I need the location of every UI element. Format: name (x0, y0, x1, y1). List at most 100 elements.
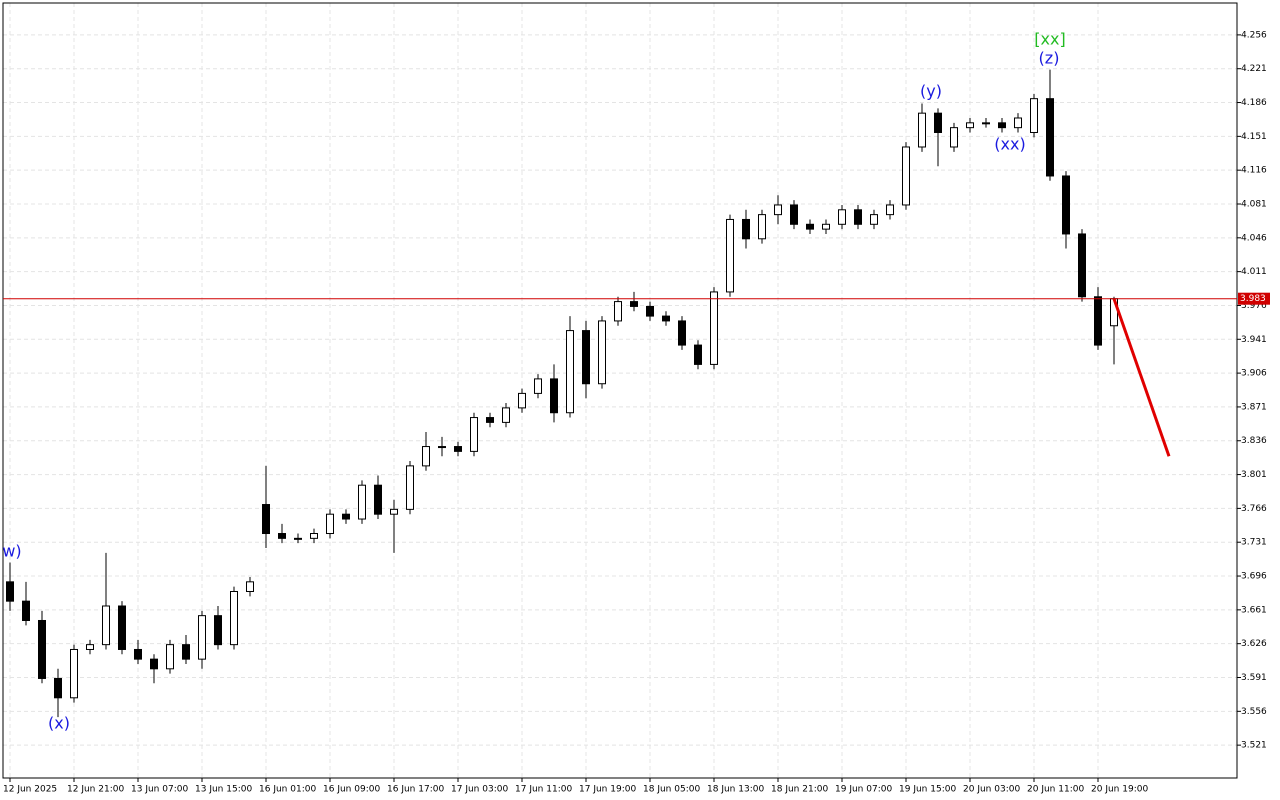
candle-body (934, 112, 942, 133)
x-tick-label: 16 Jun 17:00 (387, 785, 444, 795)
y-tick-label: 4.011 (1241, 267, 1267, 277)
plot-frame (2, 2, 1238, 779)
candle-body (470, 417, 478, 452)
wave-label: (xx) (994, 135, 1025, 154)
candle-body (1030, 98, 1038, 133)
y-tick-label: 4.081 (1241, 199, 1267, 209)
candle-body (502, 407, 510, 423)
y-tick-label: 3.696 (1241, 572, 1267, 582)
candle-body (790, 204, 798, 225)
x-tick-label: 13 Jun 07:00 (131, 785, 188, 795)
candle-body (102, 605, 110, 646)
candle-body (806, 223, 814, 230)
candle-body (534, 378, 542, 394)
x-tick-label: 20 Jun 11:00 (1027, 785, 1084, 795)
y-tick-label: 3.976 (1241, 301, 1267, 311)
candle-body (38, 619, 46, 679)
wave-label: (z) (1039, 49, 1060, 68)
candle-body (70, 648, 78, 699)
candle-body (950, 127, 958, 148)
y-tick-label: 3.766 (1241, 504, 1267, 514)
candle-body (646, 305, 654, 317)
current-price-label: 3.983 (1240, 294, 1266, 304)
candle-body (518, 392, 526, 409)
candle-body (582, 330, 590, 385)
current-price-box (1238, 292, 1270, 305)
x-tick-label: 18 Jun 05:00 (643, 785, 700, 795)
candle-body (726, 218, 734, 293)
candle-body (710, 291, 718, 365)
x-tick-label: 20 Jun 19:00 (1091, 785, 1148, 795)
candle-body (118, 605, 126, 650)
candle-body (870, 214, 878, 225)
x-tick-label: 17 Jun 11:00 (515, 785, 572, 795)
y-tick-label: 4.046 (1241, 233, 1267, 243)
candle-body (326, 513, 334, 535)
candle-body (886, 204, 894, 216)
candle-body (966, 122, 974, 129)
x-tick-label: 12 Jun 2025 (3, 785, 57, 795)
y-tick-label: 3.661 (1241, 605, 1267, 615)
candle-body (998, 122, 1006, 129)
candle-body (550, 378, 558, 414)
wave-label: [xx] (1034, 30, 1065, 49)
x-tick-label: 20 Jun 03:00 (963, 785, 1020, 795)
y-tick-label: 3.731 (1241, 538, 1267, 548)
candle-body (262, 504, 270, 535)
x-tick-label: 19 Jun 07:00 (835, 785, 892, 795)
y-tick-label: 3.591 (1241, 673, 1267, 683)
x-tick-label: 16 Jun 01:00 (259, 785, 316, 795)
candle-body (278, 533, 286, 539)
candle-body (294, 537, 302, 540)
candle-body (838, 209, 846, 225)
candle-body (22, 600, 30, 621)
candle-body (902, 146, 910, 206)
candle-body (1014, 117, 1022, 129)
x-tick-label: 16 Jun 09:00 (323, 785, 380, 795)
y-tick-label: 3.626 (1241, 639, 1267, 649)
candle-body (982, 122, 990, 125)
y-tick-label: 4.116 (1241, 166, 1267, 176)
candle-body (86, 644, 94, 650)
candle-body (54, 677, 62, 699)
candle-body (614, 301, 622, 322)
candle-body (422, 446, 430, 467)
candle-body (374, 484, 382, 515)
y-tick-label: 3.521 (1241, 741, 1267, 751)
candle-body (822, 223, 830, 230)
candle-body (134, 648, 142, 660)
candle-body (694, 344, 702, 365)
candle-body (214, 615, 222, 646)
candle-body (1078, 233, 1086, 298)
candle-body (198, 615, 206, 660)
x-tick-label: 18 Jun 21:00 (771, 785, 828, 795)
candle-body (166, 644, 174, 670)
y-tick-label: 3.871 (1241, 402, 1267, 412)
candle-body (342, 513, 350, 520)
candle-body (230, 590, 238, 646)
candle-body (310, 533, 318, 539)
candle-body (774, 204, 782, 216)
candle-body (662, 315, 670, 322)
x-tick-label: 17 Jun 03:00 (451, 785, 508, 795)
candle-body (566, 330, 574, 414)
candle-body (758, 214, 766, 240)
candle-body (454, 446, 462, 452)
y-tick-label: 3.836 (1241, 436, 1267, 446)
candle-body (742, 218, 750, 240)
wave-label: (y) (920, 82, 942, 101)
x-tick-label: 12 Jun 21:00 (67, 785, 124, 795)
y-tick-label: 4.186 (1241, 98, 1267, 108)
wave-label: w) (2, 542, 21, 561)
candle-body (358, 484, 366, 520)
wave-label: (x) (48, 714, 70, 733)
candle-body (182, 644, 190, 660)
candle-body (1046, 98, 1054, 177)
y-tick-label: 4.221 (1241, 64, 1267, 74)
y-tick-label: 3.801 (1241, 470, 1267, 480)
candle-body (678, 320, 686, 346)
candle-body (918, 112, 926, 148)
y-tick-label: 4.256 (1241, 30, 1267, 40)
x-tick-label: 19 Jun 15:00 (899, 785, 956, 795)
x-tick-label: 13 Jun 15:00 (195, 785, 252, 795)
